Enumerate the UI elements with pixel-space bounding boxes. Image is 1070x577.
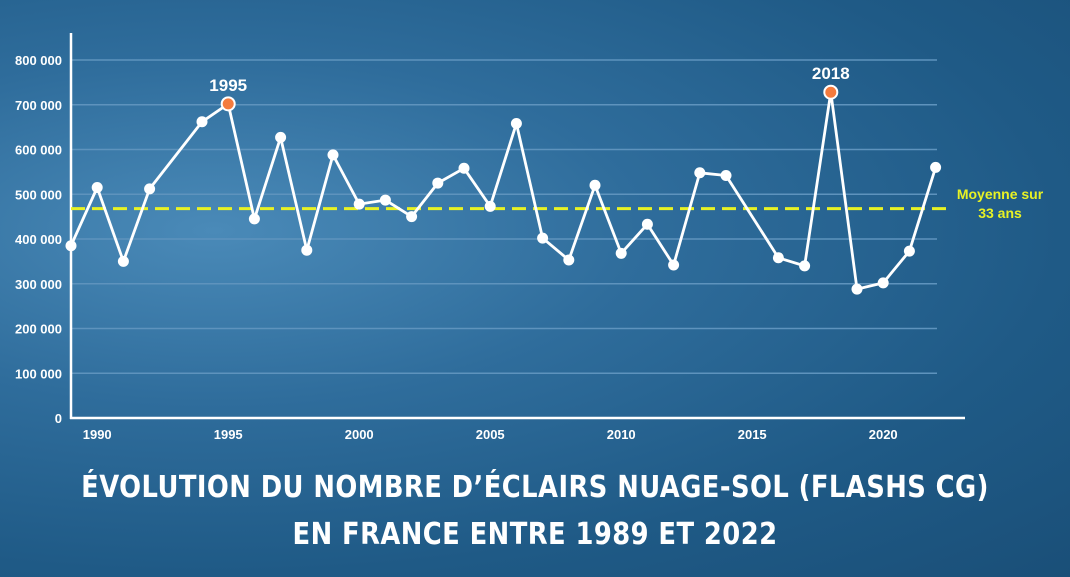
data-point [772,252,784,264]
average-label: Moyenne sur [957,186,1044,202]
data-point [510,118,522,130]
y-tick-label: 100 000 [15,366,62,381]
y-tick-label: 500 000 [15,187,62,202]
data-point [694,167,706,179]
data-point [117,255,129,267]
data-point [930,161,942,173]
x-tick-label: 1995 [214,427,243,442]
data-point [432,177,444,189]
data-point [799,260,811,272]
data-point [877,277,889,289]
data-point [196,116,208,128]
data-point [851,283,863,295]
data-point [615,247,627,259]
y-tick-label: 800 000 [15,53,62,68]
data-point [65,240,77,252]
data-point [91,182,103,194]
highlight-label: 1995 [209,76,247,95]
y-tick-label: 400 000 [15,232,62,247]
y-tick-label: 300 000 [15,277,62,292]
y-tick-label: 600 000 [15,143,62,158]
data-point [641,218,653,230]
y-tick-label: 700 000 [15,98,62,113]
data-point [537,232,549,244]
data-point [379,194,391,206]
x-tick-label: 1990 [83,427,112,442]
x-tick-label: 2015 [738,427,767,442]
data-point [903,245,915,257]
chart-title-line-2: EN FRANCE ENTRE 1989 ET 2022 [292,517,778,552]
data-point [275,131,287,143]
y-tick-label: 0 [55,411,62,426]
x-tick-label: 2010 [607,427,636,442]
x-tick-label: 2005 [476,427,505,442]
data-point [668,259,680,271]
chart-title-line-1: ÉVOLUTION DU NOMBRE D’ÉCLAIRS NUAGE-SOL … [81,470,989,505]
data-point [301,244,313,256]
x-tick-label: 2000 [345,427,374,442]
data-point [248,213,260,225]
data-point [458,162,470,174]
data-point [720,169,732,181]
highlight-label: 2018 [812,64,850,83]
average-label: 33 ans [978,205,1022,221]
data-point [406,211,418,223]
data-point [563,254,575,266]
data-point [353,198,365,210]
x-tick-label: 2020 [869,427,898,442]
data-point [589,179,601,191]
y-tick-label: 200 000 [15,322,62,337]
highlight-point [220,96,236,112]
data-point [144,183,156,195]
data-point [484,200,496,212]
highlight-point [823,84,839,100]
data-point [327,149,339,161]
